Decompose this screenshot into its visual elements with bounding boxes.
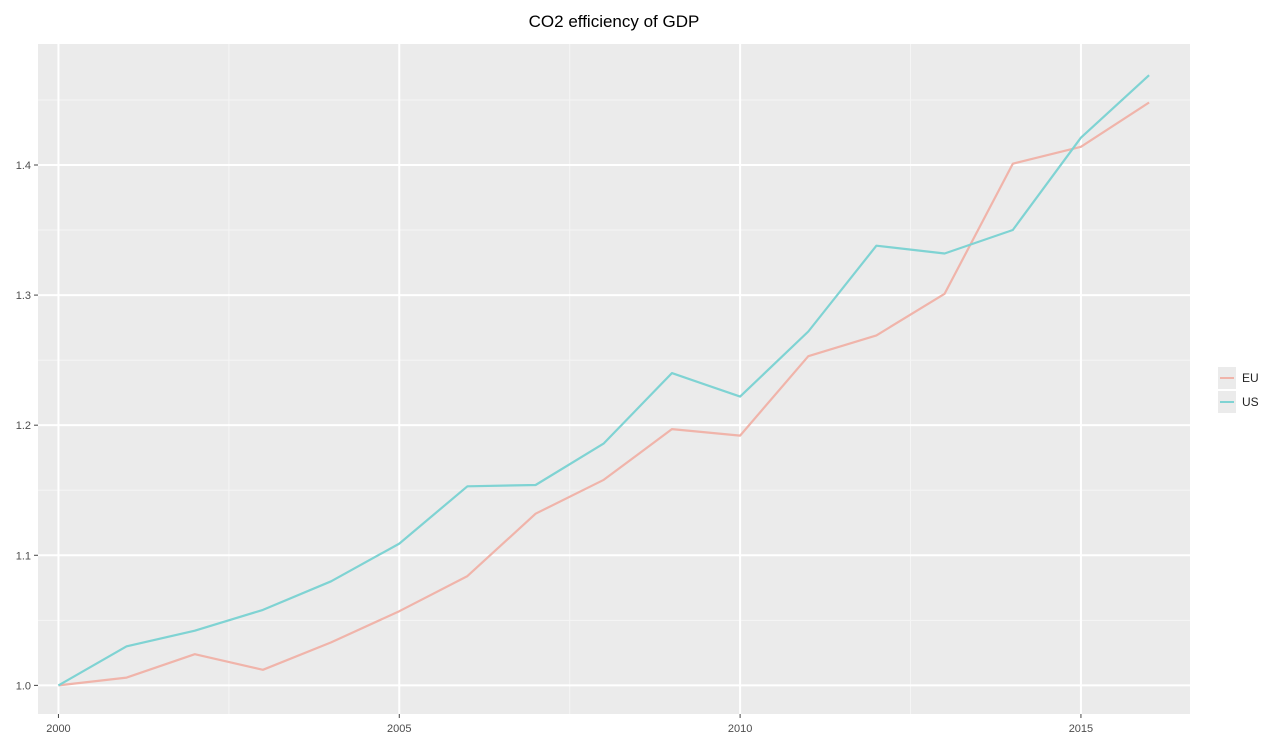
y-tick-label: 1.4	[16, 160, 31, 172]
series-lines	[57, 74, 1150, 687]
y-tick-label: 1.2	[16, 420, 31, 432]
legend-key	[1218, 367, 1236, 389]
x-tick-label: 2000	[46, 723, 70, 735]
x-tick-label: 2015	[1069, 723, 1093, 735]
y-tick-label: 1.1	[16, 550, 31, 562]
legend-entry-eu: EU	[1218, 366, 1259, 390]
x-tick-label: 2005	[387, 723, 411, 735]
y-axis: 1.0 1.1 1.2 1.3 1.4	[16, 160, 38, 692]
legend-entry-us: US	[1218, 390, 1259, 414]
plot-panel	[38, 44, 1190, 714]
minor-gridlines	[38, 44, 1190, 714]
legend-key-line	[1220, 377, 1234, 379]
y-tick-label: 1.0	[16, 680, 31, 692]
legend: EU US	[1218, 366, 1259, 414]
legend-key-line	[1220, 401, 1234, 403]
legend-label: US	[1242, 395, 1259, 409]
y-tick-label: 1.3	[16, 290, 31, 302]
x-tick-label: 2010	[728, 723, 752, 735]
x-axis: 2000 2005 2010 2015	[46, 714, 1093, 735]
legend-label: EU	[1242, 371, 1259, 385]
chart-title: CO2 efficiency of GDP	[528, 12, 700, 31]
legend-key	[1218, 391, 1236, 413]
series-line-eu	[58, 101, 1150, 687]
major-gridlines	[38, 44, 1190, 714]
series-line-us	[57, 74, 1150, 687]
